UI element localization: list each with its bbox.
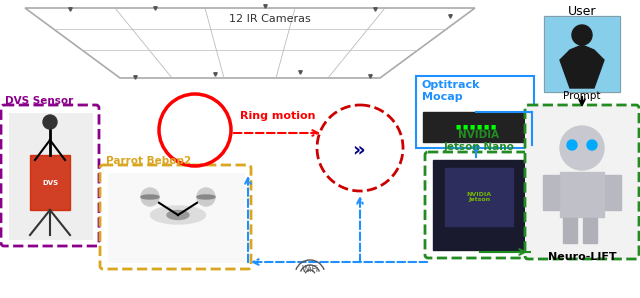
Ellipse shape	[150, 206, 205, 224]
Ellipse shape	[197, 195, 215, 199]
Bar	[9, 113, 93, 240]
Bar	[30, 155, 70, 210]
Bar	[544, 16, 620, 92]
Bar	[533, 113, 632, 248]
Bar	[543, 175, 559, 210]
Bar	[563, 218, 577, 243]
Text: 12 IR Cameras: 12 IR Cameras	[229, 14, 311, 24]
Bar	[445, 168, 513, 226]
Text: NVIDIA
Jetson Nano: NVIDIA Jetson Nano	[444, 130, 515, 152]
Circle shape	[587, 140, 597, 150]
Text: User: User	[568, 5, 596, 18]
Bar	[108, 173, 245, 263]
Text: DVS Sensor: DVS Sensor	[5, 96, 73, 106]
Text: DVS: DVS	[42, 180, 58, 186]
FancyBboxPatch shape	[525, 105, 639, 259]
Circle shape	[572, 25, 592, 45]
Bar	[560, 172, 604, 217]
Text: »: »	[352, 140, 364, 159]
Polygon shape	[560, 45, 604, 88]
Text: Neuro-LIFT: Neuro-LIFT	[548, 252, 616, 262]
Text: Ring motion: Ring motion	[240, 111, 316, 121]
Bar	[544, 16, 620, 92]
Text: WiFi: WiFi	[301, 266, 319, 274]
Ellipse shape	[167, 210, 189, 220]
Circle shape	[567, 140, 577, 150]
Bar	[583, 218, 597, 243]
Circle shape	[141, 188, 159, 206]
Text: ■ ■ ■ ■ ■ ■: ■ ■ ■ ■ ■ ■	[456, 125, 496, 130]
Text: Prompt: Prompt	[563, 91, 601, 101]
Ellipse shape	[141, 195, 159, 199]
Circle shape	[43, 115, 57, 129]
Circle shape	[560, 126, 604, 170]
Text: Parrot Bebop2: Parrot Bebop2	[106, 156, 191, 166]
Bar	[605, 175, 621, 210]
Text: NVIDIA
Jetson: NVIDIA Jetson	[467, 192, 492, 202]
Bar	[423, 112, 529, 142]
Bar	[433, 160, 526, 250]
Circle shape	[197, 188, 215, 206]
Text: Optitrack
Mocap: Optitrack Mocap	[422, 80, 481, 103]
